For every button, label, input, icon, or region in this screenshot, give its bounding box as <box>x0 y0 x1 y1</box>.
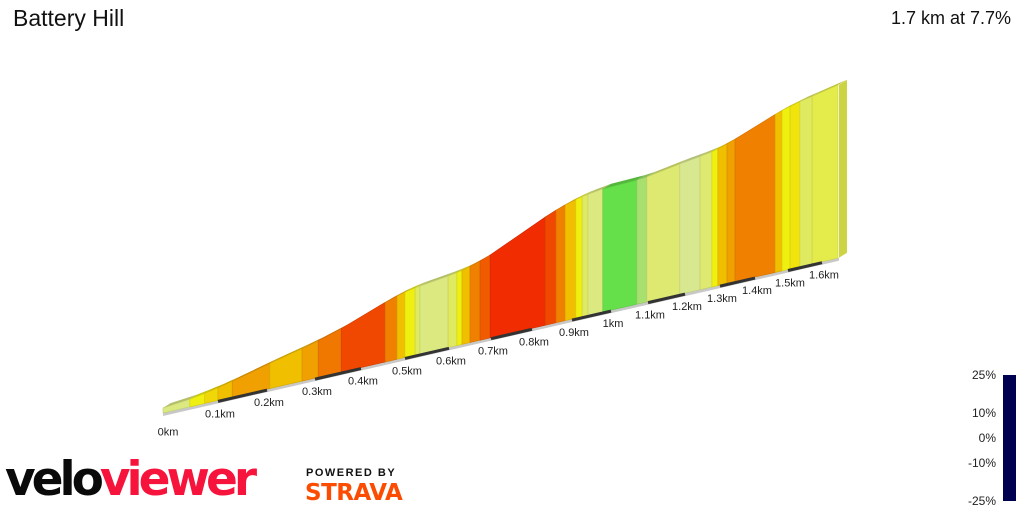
segment-top <box>415 281 428 288</box>
legend-label: 25% <box>971 368 996 382</box>
segment-top <box>405 282 424 293</box>
distance-tick-label: 0.4km <box>348 376 378 388</box>
legend-label: -25% <box>967 494 996 508</box>
distance-tick-label: 0.2km <box>254 397 284 409</box>
segment-face <box>711 148 719 288</box>
segment-face <box>587 188 604 316</box>
segment-top <box>602 175 645 189</box>
legend-label: 10% <box>971 405 996 420</box>
segment-top <box>218 376 241 388</box>
distance-tick-bar <box>647 292 686 305</box>
veloviewer-logo: veloviewer <box>5 452 257 508</box>
segment-face <box>636 176 648 305</box>
segment-face <box>384 295 398 363</box>
segment-face <box>726 138 736 284</box>
distance-tick-bar <box>404 346 450 360</box>
distance-tick-label: 0.8km <box>519 336 549 348</box>
distance-tick-label: 0.7km <box>478 346 508 358</box>
segment-face <box>699 151 713 291</box>
segment-face <box>419 275 449 355</box>
distance-tick-label: 1.6km <box>809 270 839 282</box>
distance-tick-label: 0.6km <box>436 355 466 367</box>
segment-face <box>544 209 557 326</box>
distance-tick-label: 0.3km <box>302 386 332 398</box>
distance-tick-label: 1.2km <box>672 301 702 313</box>
distance-tick-label: 1.5km <box>775 278 805 290</box>
segment-top <box>582 189 596 197</box>
segment-summary: 1.7 km at 7.7% <box>890 8 1011 28</box>
strava-logo: STRAVA <box>305 480 403 506</box>
segment-face <box>461 266 471 345</box>
segment-top <box>269 343 311 364</box>
segment-top <box>679 151 709 164</box>
segment-face <box>679 156 701 295</box>
segment-face <box>479 254 491 341</box>
legend-label: -10% <box>967 456 996 471</box>
distance-tick-label: 0.1km <box>205 408 235 420</box>
segment-face <box>781 106 791 272</box>
distance-tick-bar <box>490 327 533 341</box>
segment-top <box>189 388 213 400</box>
segment-face <box>799 95 813 268</box>
segment-face <box>404 287 416 358</box>
segment-face <box>774 110 783 273</box>
segment-face <box>555 204 566 324</box>
distance-tick-label: 1km <box>603 318 624 330</box>
logo-velo: velo <box>5 452 104 507</box>
segment-top <box>799 91 821 102</box>
segment-face <box>317 328 342 378</box>
powered-by-label: POWERED BY <box>306 467 397 479</box>
distance-tick-label: 0km <box>158 427 179 439</box>
segment-top <box>163 394 198 408</box>
segment-top <box>700 146 720 157</box>
segment-top <box>575 191 591 200</box>
segment-face <box>789 101 801 270</box>
segment-top <box>456 265 471 273</box>
segment-top <box>646 158 688 177</box>
distance-tick-label: 1.3km <box>707 293 737 305</box>
segment-face <box>581 193 589 318</box>
segment-title: Battery Hill <box>13 5 125 31</box>
segment-top <box>812 80 846 97</box>
distance-tick-label: 1.4km <box>742 285 772 297</box>
segment-face <box>469 260 481 343</box>
distance-tick-label: 0.9km <box>559 327 589 339</box>
segment-face <box>447 272 458 348</box>
segment-face <box>489 216 546 339</box>
segment-face <box>646 163 681 303</box>
segment-face <box>340 301 386 373</box>
logo-viewer: viewer <box>99 452 257 507</box>
end-face <box>839 79 847 258</box>
segment-top <box>419 271 457 287</box>
segment-face <box>575 196 583 319</box>
gradient-legend-bar <box>1003 375 1016 501</box>
segment-face <box>717 143 728 286</box>
segment-face <box>602 179 638 313</box>
segment-top <box>204 382 226 394</box>
segment-face <box>456 269 463 346</box>
segment-face <box>396 291 406 360</box>
segment-face <box>269 348 303 389</box>
distance-tick-bar <box>787 261 823 272</box>
legend-label: 0% <box>978 431 996 445</box>
distance-tick-bar <box>571 309 612 322</box>
distance-tick-bar <box>719 276 756 288</box>
segment-top <box>587 183 611 195</box>
segment-top <box>448 267 465 277</box>
distance-tick-label: 0.5km <box>392 365 422 377</box>
segment-top <box>636 171 655 181</box>
segment-face <box>734 113 776 283</box>
segment-face <box>414 285 421 356</box>
distance-tick-bar <box>217 388 268 403</box>
distance-tick-label: 1.1km <box>635 310 665 322</box>
segment-face <box>564 199 577 322</box>
distance-tick-bar <box>314 367 362 381</box>
segment-face <box>811 84 839 265</box>
